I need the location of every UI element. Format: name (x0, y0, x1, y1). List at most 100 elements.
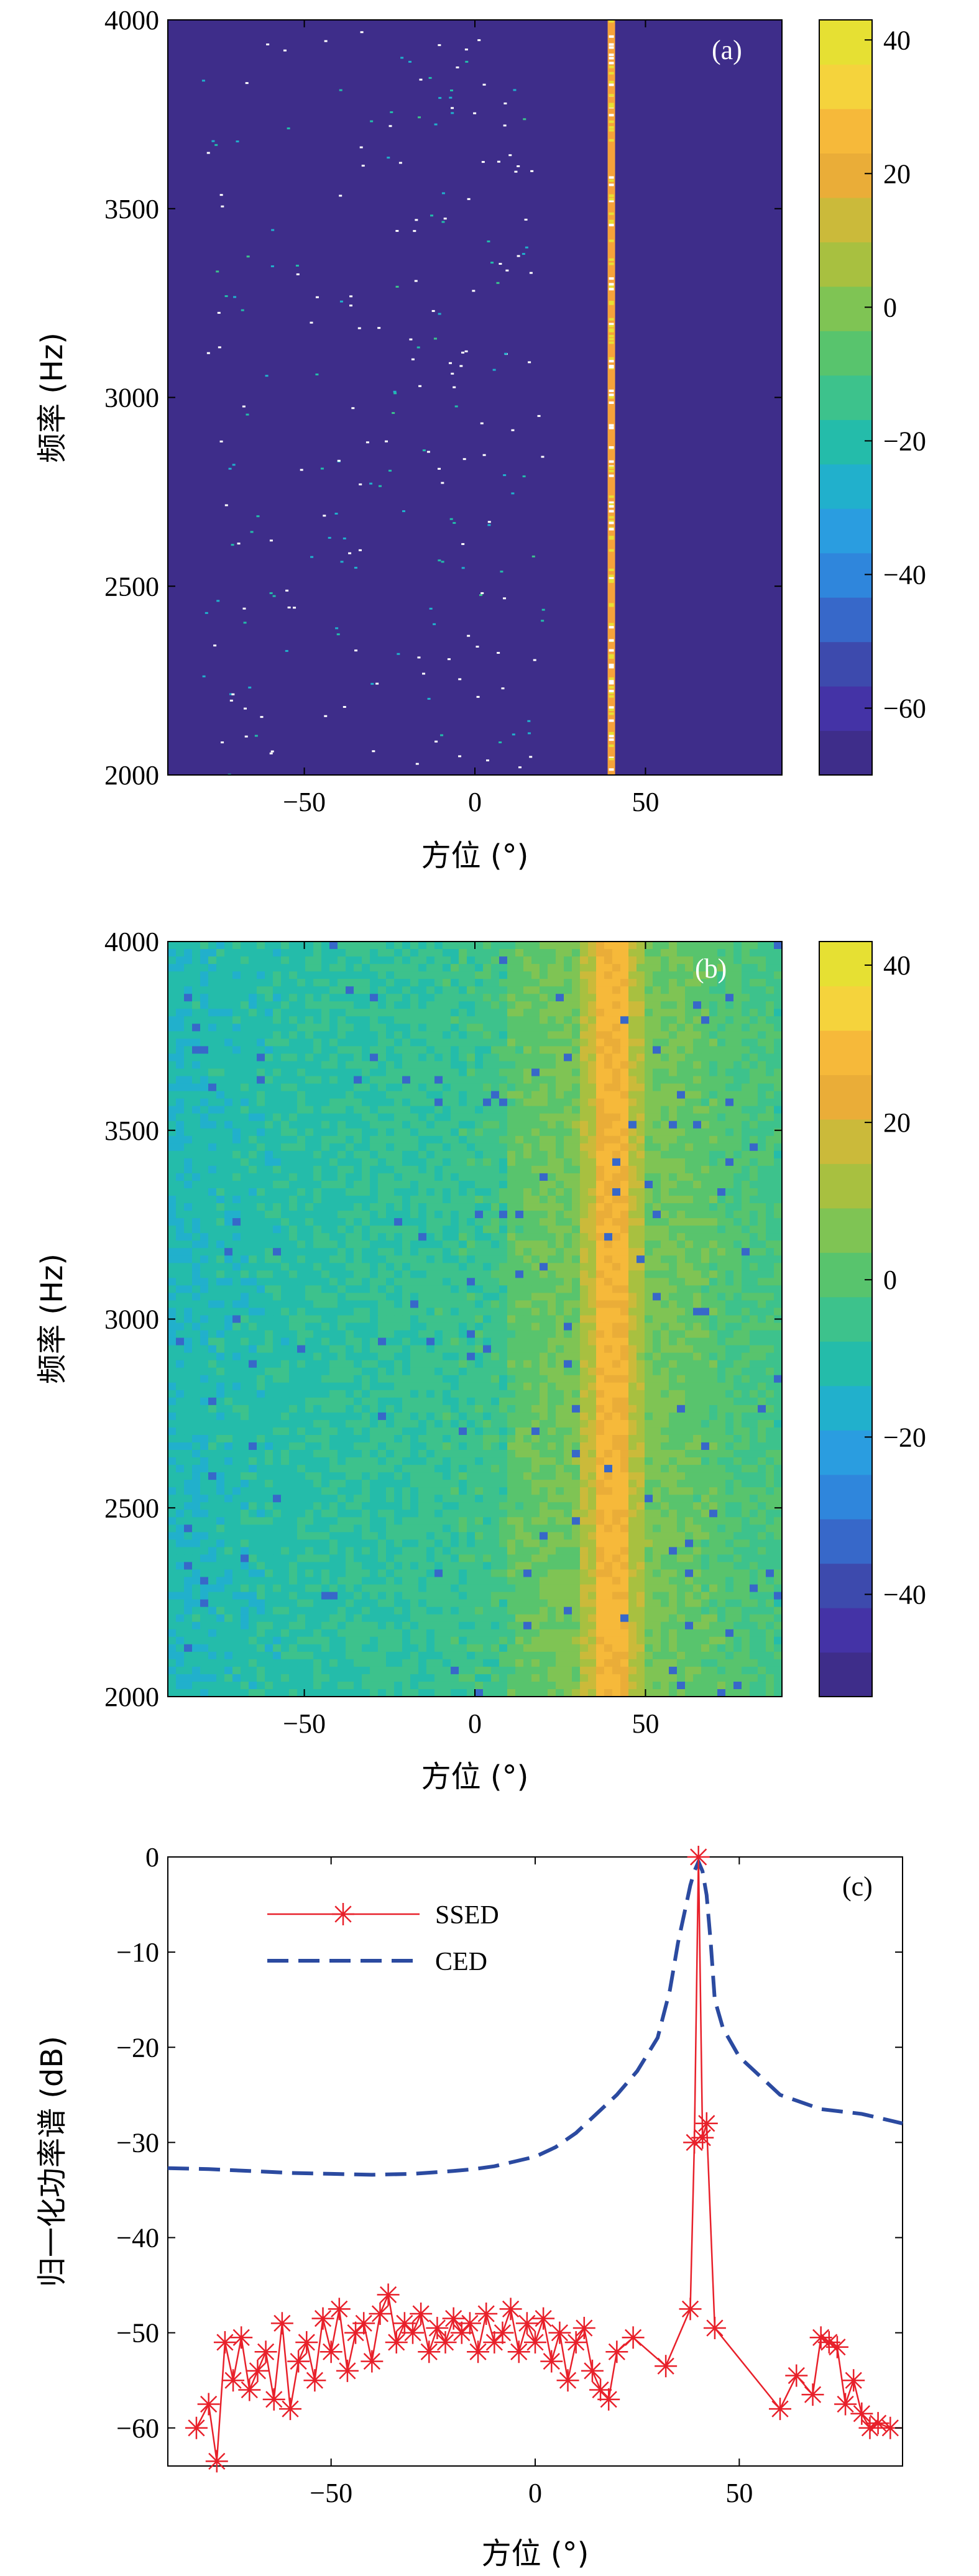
heatmap-cell (661, 1211, 669, 1219)
heatmap-cell (750, 994, 758, 1002)
heatmap-cell (249, 1248, 257, 1256)
heatmap-cell (378, 1061, 387, 1070)
heatmap-cell (208, 1315, 217, 1324)
heatmap-cell (515, 994, 524, 1002)
heatmap-cell (192, 1188, 201, 1196)
heatmap-cell (693, 1196, 702, 1204)
heatmap-cell (354, 1068, 362, 1077)
heatmap-cell (580, 1211, 589, 1219)
heatmap-cell (540, 1098, 548, 1107)
heatmap-cell (693, 1076, 702, 1084)
heatmap-cell (378, 964, 387, 972)
heatmap-cell (572, 1240, 581, 1249)
heatmap-cell (669, 1255, 678, 1263)
heatmap-cell (693, 979, 702, 987)
heatmap-cell (216, 1255, 225, 1263)
heatmap-cell (564, 1367, 572, 1376)
heatmap-cell (281, 1188, 290, 1196)
heatmap-cell (507, 1031, 516, 1039)
heatmap-cell (499, 1270, 508, 1278)
heatmap-cell (507, 1345, 516, 1354)
heatmap-cell (329, 1158, 338, 1167)
heatmap-cell (305, 979, 314, 987)
heatmap-cell (200, 1061, 209, 1070)
heatmap-cell (216, 1337, 225, 1346)
heatmap-cell (733, 1009, 742, 1017)
heatmap-cell (596, 1255, 605, 1263)
colorbar-segment (819, 108, 872, 154)
heatmap-cell (273, 1135, 282, 1144)
heatmap-cell (669, 1061, 678, 1070)
heatmap-cell (653, 1031, 661, 1039)
heatmap-cell (701, 1308, 710, 1316)
heatmap-cell (733, 1196, 742, 1204)
heatmap-cell (669, 1240, 678, 1249)
heatmap-cell (461, 351, 465, 354)
heatmap-cell (184, 1083, 193, 1092)
heatmap-cell (265, 1128, 273, 1137)
heatmap-cell (709, 1300, 718, 1309)
heatmap-cell (362, 1330, 370, 1339)
heatmap-cell (362, 1016, 370, 1024)
heatmap-cell (491, 1113, 500, 1122)
heatmap-cell (564, 1352, 572, 1361)
heatmap-cell (184, 1076, 193, 1084)
heatmap-cell (612, 971, 621, 979)
heatmap-cell (475, 1068, 484, 1077)
heatmap-cell (338, 979, 346, 987)
heatmap-cell (609, 71, 614, 75)
heatmap-cell (628, 1233, 637, 1241)
heatmap-cell (475, 1203, 484, 1211)
heatmap-cell (620, 1076, 629, 1084)
heatmap-cell (540, 1188, 548, 1196)
heatmap-cell (661, 971, 669, 979)
heatmap-cell (338, 1263, 346, 1271)
heatmap-cell (346, 1106, 354, 1114)
heatmap-cell (418, 986, 427, 994)
heatmap-cell (265, 986, 273, 994)
heatmap-cell (530, 170, 534, 172)
heatmap-cell (402, 1248, 411, 1256)
heatmap-cell (176, 986, 185, 994)
heatmap-cell (241, 1173, 249, 1181)
heatmap-cell (733, 1098, 742, 1107)
heatmap-cell (249, 1024, 257, 1032)
heatmap-cell (609, 656, 614, 659)
heatmap-cell (499, 971, 508, 979)
heatmap-cell (596, 971, 605, 979)
heatmap-cell (329, 1367, 338, 1376)
heatmap-cell (200, 1390, 209, 1398)
heatmap-cell (329, 1038, 338, 1047)
heatmap-cell (200, 1173, 209, 1181)
heatmap-cell (394, 1053, 403, 1062)
heatmap-cell (257, 1255, 265, 1263)
heatmap-cell (410, 1016, 419, 1024)
heatmap-cell (677, 1128, 686, 1137)
heatmap-cell (305, 1352, 314, 1361)
heatmap-cell (241, 1143, 249, 1152)
heatmap-cell (669, 1046, 678, 1055)
heatmap-cell (329, 1278, 338, 1286)
heatmap-cell (661, 1173, 669, 1181)
heatmap-cell (637, 964, 645, 972)
heatmap-cell (168, 949, 177, 957)
heatmap-cell (249, 1226, 257, 1234)
heatmap-cell (208, 1308, 217, 1316)
heatmap-cell (525, 246, 528, 249)
heatmap-cell (701, 1315, 710, 1324)
heatmap-cell (184, 1315, 193, 1324)
heatmap-cell (637, 1053, 645, 1062)
heatmap-cell (418, 1315, 427, 1324)
heatmap-cell (370, 1255, 379, 1263)
heatmap-cell (418, 1135, 427, 1144)
heatmap-cell (370, 1315, 379, 1324)
heatmap-cell (653, 1180, 661, 1189)
heatmap-cell (564, 986, 572, 994)
heatmap-cell (370, 1046, 379, 1055)
heatmap-cell (297, 1203, 306, 1211)
heatmap-cell (596, 1180, 605, 1189)
heatmap-cell (685, 1278, 694, 1286)
heatmap-cell (265, 1226, 273, 1234)
heatmap-cell (394, 949, 403, 957)
heatmap-cell (628, 1121, 637, 1129)
